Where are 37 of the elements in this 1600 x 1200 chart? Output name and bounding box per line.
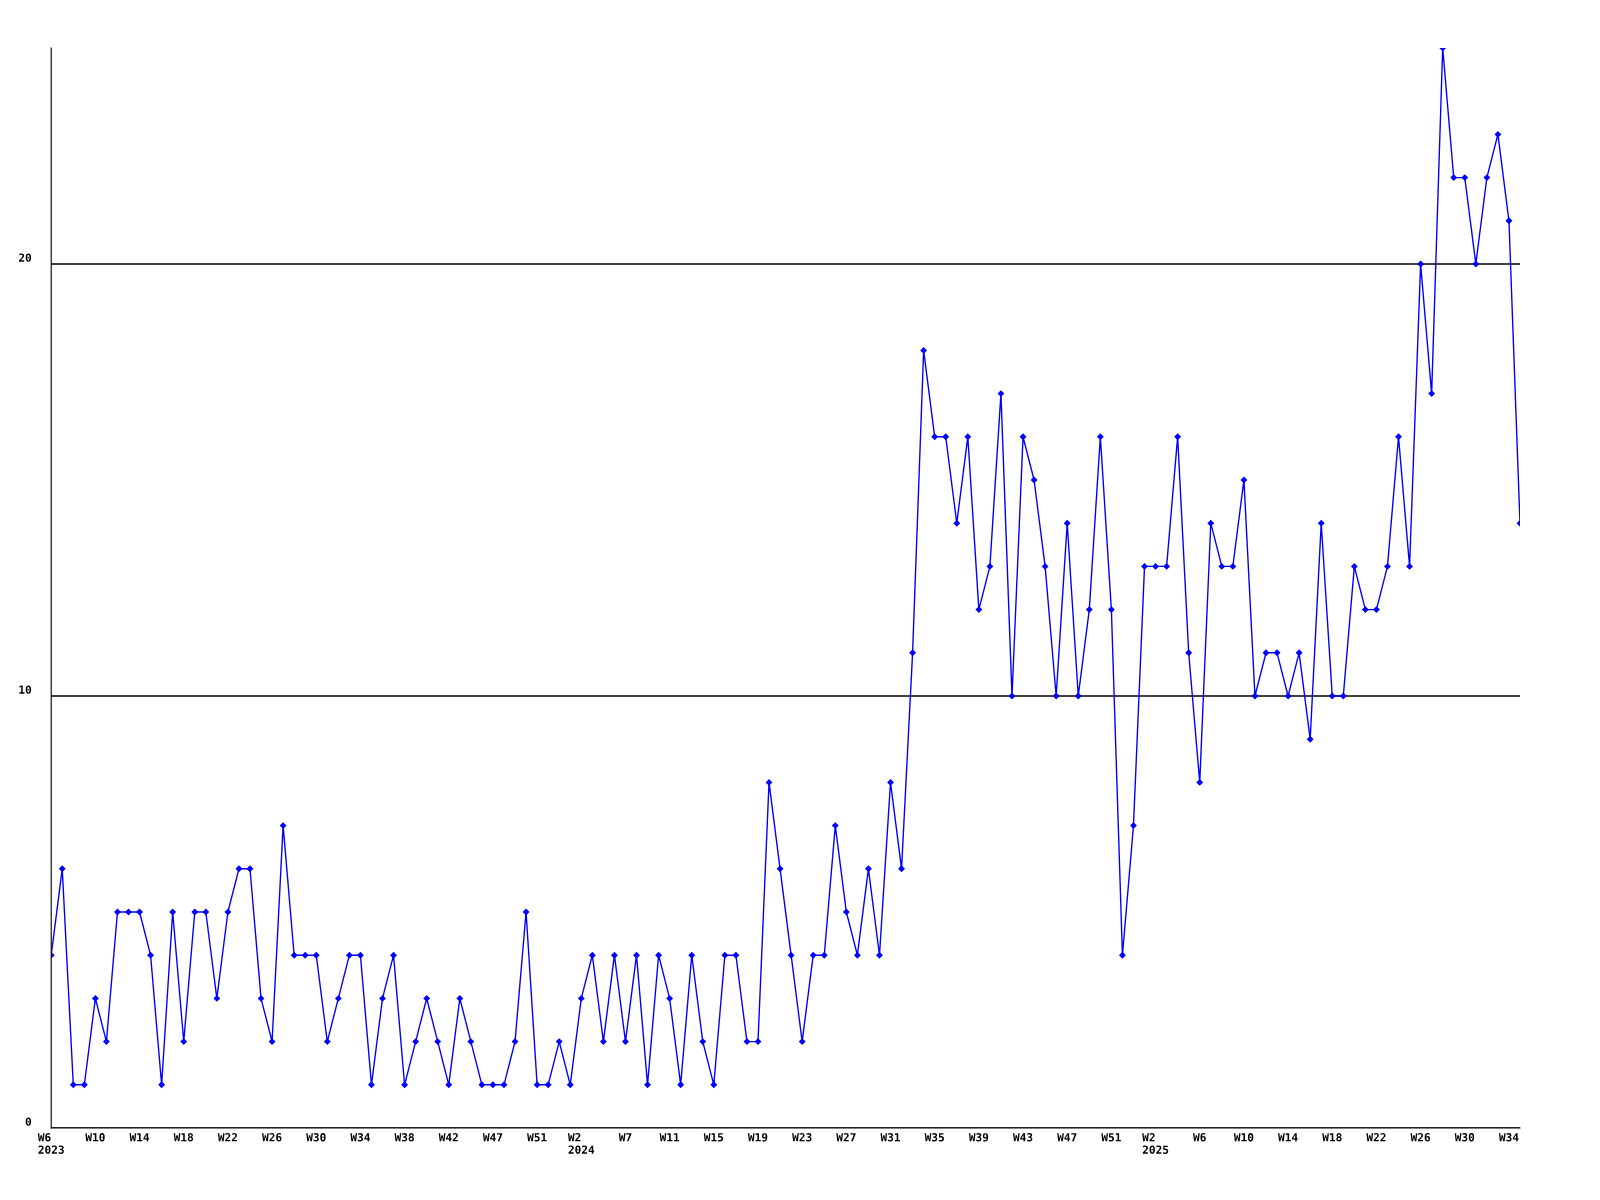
- x-tick-label: W14: [1278, 1133, 1298, 1142]
- x-tick-label: W15: [703, 1133, 724, 1142]
- x-tick-label: W34: [1498, 1133, 1519, 1142]
- x-tick-label: W26: [262, 1133, 282, 1142]
- x-tick-label: W31: [880, 1133, 901, 1142]
- x-tick-label: W26: [1410, 1133, 1431, 1142]
- x-tick-label: W38: [394, 1133, 414, 1142]
- x-tick-label: W6 2023: [37, 1133, 64, 1154]
- x-tick-label: W23: [792, 1133, 812, 1142]
- x-tick-label: W30: [1454, 1133, 1475, 1142]
- x-tick-label: W47: [482, 1133, 503, 1142]
- x-tick-label: W14: [129, 1133, 150, 1142]
- x-tick-label: W18: [173, 1133, 194, 1142]
- x-tick-label: W39: [968, 1133, 989, 1142]
- x-tick-label: W11: [659, 1133, 680, 1142]
- x-tick-label: W7: [618, 1133, 632, 1142]
- x-tick-label: W18: [1322, 1133, 1342, 1142]
- x-tick-label: W10: [85, 1133, 105, 1142]
- x-tick-label: W2 2024: [567, 1133, 595, 1154]
- x-tick-label: W6: [1193, 1133, 1206, 1142]
- x-tick-label: W30: [306, 1133, 326, 1142]
- x-tick-label: W34: [350, 1133, 370, 1142]
- x-tick-label: W47: [1057, 1133, 1077, 1142]
- x-tick-label: W2 2025: [1142, 1133, 1169, 1154]
- x-tick-label: W10: [1233, 1133, 1254, 1142]
- x-tick-label: W43: [1013, 1133, 1033, 1142]
- x-tick-label: W35: [924, 1133, 944, 1142]
- y-tick-label: 10: [19, 685, 32, 694]
- x-tick-label: W51: [527, 1133, 547, 1142]
- x-tick-label: W22: [1366, 1133, 1386, 1142]
- x-tick-label: W51: [1101, 1133, 1121, 1142]
- x-tick-label: W19: [747, 1133, 768, 1142]
- x-tick-label: W42: [438, 1133, 458, 1142]
- x-tick-label: W22: [217, 1133, 238, 1142]
- x-tick-label: W27: [836, 1133, 856, 1142]
- y-tick-label: 0: [25, 1117, 32, 1126]
- y-tick-label: 20: [19, 253, 32, 262]
